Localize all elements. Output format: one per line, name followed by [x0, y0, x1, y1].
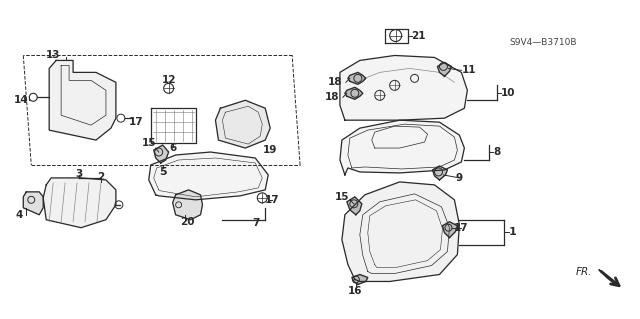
Text: 11: 11: [461, 65, 476, 75]
Polygon shape: [438, 63, 451, 76]
Polygon shape: [433, 166, 447, 180]
Polygon shape: [148, 152, 268, 200]
Text: 16: 16: [348, 286, 362, 296]
Polygon shape: [44, 178, 116, 228]
Text: 14: 14: [14, 95, 29, 105]
Text: 9: 9: [456, 173, 463, 183]
Polygon shape: [154, 145, 169, 163]
Text: 8: 8: [493, 147, 500, 157]
Polygon shape: [340, 56, 467, 120]
Text: 18: 18: [324, 92, 339, 102]
Text: FR.: FR.: [575, 266, 592, 277]
Text: 15: 15: [335, 192, 349, 202]
Text: 1: 1: [509, 227, 517, 237]
Text: 7: 7: [253, 218, 260, 228]
Polygon shape: [352, 274, 368, 285]
Text: 12: 12: [161, 75, 176, 85]
Text: 6: 6: [169, 143, 176, 153]
Polygon shape: [348, 72, 366, 84]
Text: 2: 2: [97, 172, 104, 182]
Polygon shape: [216, 100, 270, 148]
Polygon shape: [599, 270, 617, 286]
Text: 17: 17: [265, 195, 280, 205]
Polygon shape: [342, 182, 460, 281]
Polygon shape: [49, 60, 116, 140]
Text: 19: 19: [263, 145, 277, 155]
Polygon shape: [347, 197, 362, 215]
Text: 17: 17: [454, 223, 468, 233]
Text: 17: 17: [129, 117, 143, 127]
Polygon shape: [345, 87, 363, 99]
Text: 18: 18: [328, 77, 342, 87]
Text: 21: 21: [412, 31, 426, 41]
Text: S9V4—B3710B: S9V4—B3710B: [509, 38, 577, 47]
Polygon shape: [23, 192, 44, 215]
Polygon shape: [340, 120, 465, 175]
Text: 3: 3: [76, 169, 83, 179]
Polygon shape: [442, 222, 458, 238]
Text: 10: 10: [501, 88, 516, 98]
Polygon shape: [173, 190, 202, 220]
Text: 15: 15: [141, 138, 156, 148]
Text: 4: 4: [15, 210, 23, 220]
Text: 5: 5: [159, 167, 166, 177]
Text: 13: 13: [46, 50, 60, 61]
Text: 20: 20: [180, 217, 195, 227]
